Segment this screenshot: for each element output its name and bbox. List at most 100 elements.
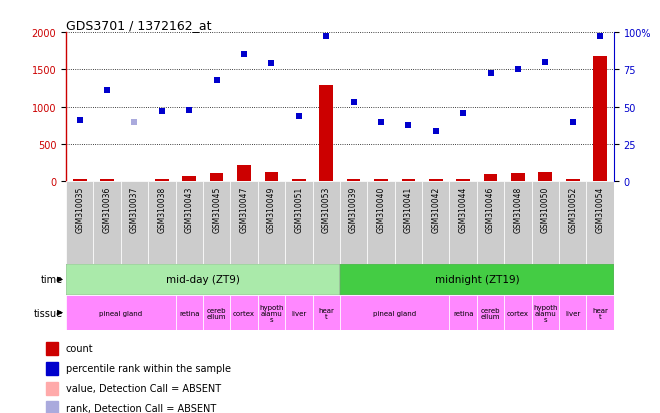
Bar <box>511 174 525 182</box>
Bar <box>257 182 285 264</box>
Text: GSM310050: GSM310050 <box>541 186 550 232</box>
Bar <box>587 295 614 330</box>
Bar <box>155 180 169 182</box>
Text: count: count <box>66 344 94 354</box>
Bar <box>176 182 203 264</box>
Text: hypoth
alamu
s: hypoth alamu s <box>533 304 558 322</box>
Text: value, Detection Call = ABSENT: value, Detection Call = ABSENT <box>66 383 221 393</box>
Bar <box>395 182 422 264</box>
Bar <box>539 172 552 182</box>
Bar <box>73 180 86 182</box>
Bar <box>100 180 114 182</box>
Text: percentile rank within the sample: percentile rank within the sample <box>66 363 231 373</box>
Text: midnight (ZT19): midnight (ZT19) <box>434 275 519 285</box>
Bar <box>230 295 257 330</box>
Bar <box>265 172 279 182</box>
Bar <box>292 180 306 182</box>
Bar <box>504 182 532 264</box>
Bar <box>46 342 58 355</box>
Bar <box>449 182 477 264</box>
Text: GSM310035: GSM310035 <box>75 186 84 232</box>
Text: time: time <box>40 275 63 285</box>
Bar <box>532 295 559 330</box>
Bar <box>429 180 443 182</box>
Bar <box>237 166 251 182</box>
Bar <box>46 362 58 375</box>
Text: GSM310039: GSM310039 <box>349 186 358 232</box>
Bar <box>449 295 477 330</box>
Text: cortex: cortex <box>507 310 529 316</box>
Bar <box>66 182 94 264</box>
Bar <box>593 57 607 182</box>
Bar <box>587 182 614 264</box>
Text: GSM310043: GSM310043 <box>185 186 194 232</box>
Text: tissue: tissue <box>34 308 63 318</box>
Bar <box>340 295 449 330</box>
Bar <box>401 180 415 182</box>
Bar <box>477 295 504 330</box>
Text: GSM310046: GSM310046 <box>486 186 495 232</box>
Text: GSM310045: GSM310045 <box>212 186 221 232</box>
Bar <box>504 295 532 330</box>
Bar <box>285 295 313 330</box>
Bar <box>313 295 340 330</box>
Text: pineal gland: pineal gland <box>373 310 416 316</box>
Bar <box>346 180 360 182</box>
Bar <box>203 295 230 330</box>
Bar <box>374 180 388 182</box>
Bar <box>559 182 587 264</box>
Text: hypoth
alamu
s: hypoth alamu s <box>259 304 284 322</box>
Bar <box>257 295 285 330</box>
Text: mid-day (ZT9): mid-day (ZT9) <box>166 275 240 285</box>
Bar <box>484 174 498 182</box>
Bar <box>66 264 340 295</box>
Bar <box>319 86 333 182</box>
Bar <box>340 182 367 264</box>
Text: liver: liver <box>291 310 306 316</box>
Bar <box>94 182 121 264</box>
Bar <box>230 182 257 264</box>
Bar <box>46 382 58 395</box>
Text: GSM310040: GSM310040 <box>376 186 385 232</box>
Text: cereb
ellum: cereb ellum <box>207 307 226 319</box>
Bar <box>532 182 559 264</box>
Text: hear
t: hear t <box>592 307 608 319</box>
Text: GSM310049: GSM310049 <box>267 186 276 232</box>
Text: retina: retina <box>453 310 473 316</box>
Bar <box>148 182 176 264</box>
Text: GSM310038: GSM310038 <box>157 186 166 232</box>
Text: GSM310053: GSM310053 <box>321 186 331 232</box>
Bar <box>176 295 203 330</box>
Text: GSM310036: GSM310036 <box>102 186 112 232</box>
Bar <box>127 181 141 182</box>
Text: GDS3701 / 1372162_at: GDS3701 / 1372162_at <box>66 19 211 32</box>
Bar <box>121 182 148 264</box>
Bar <box>559 295 587 330</box>
Bar <box>203 182 230 264</box>
Bar <box>285 182 313 264</box>
Bar <box>46 401 58 413</box>
Bar <box>66 295 176 330</box>
Text: GSM310052: GSM310052 <box>568 186 578 232</box>
Bar <box>367 182 395 264</box>
Text: GSM310037: GSM310037 <box>130 186 139 232</box>
Text: liver: liver <box>565 310 580 316</box>
Text: GSM310041: GSM310041 <box>404 186 413 232</box>
Text: GSM310042: GSM310042 <box>431 186 440 232</box>
Text: GSM310051: GSM310051 <box>294 186 304 232</box>
Bar <box>182 177 196 182</box>
Text: GSM310048: GSM310048 <box>513 186 523 232</box>
Bar <box>477 182 504 264</box>
Bar <box>422 182 449 264</box>
Bar <box>456 180 470 182</box>
Text: cortex: cortex <box>233 310 255 316</box>
Text: retina: retina <box>179 310 199 316</box>
Bar <box>340 264 614 295</box>
Text: cereb
ellum: cereb ellum <box>480 307 500 319</box>
Text: hear
t: hear t <box>318 307 334 319</box>
Bar <box>566 180 579 182</box>
Text: pineal gland: pineal gland <box>99 310 143 316</box>
Text: GSM310047: GSM310047 <box>240 186 249 232</box>
Text: rank, Detection Call = ABSENT: rank, Detection Call = ABSENT <box>66 403 216 413</box>
Text: GSM310054: GSM310054 <box>595 186 605 232</box>
